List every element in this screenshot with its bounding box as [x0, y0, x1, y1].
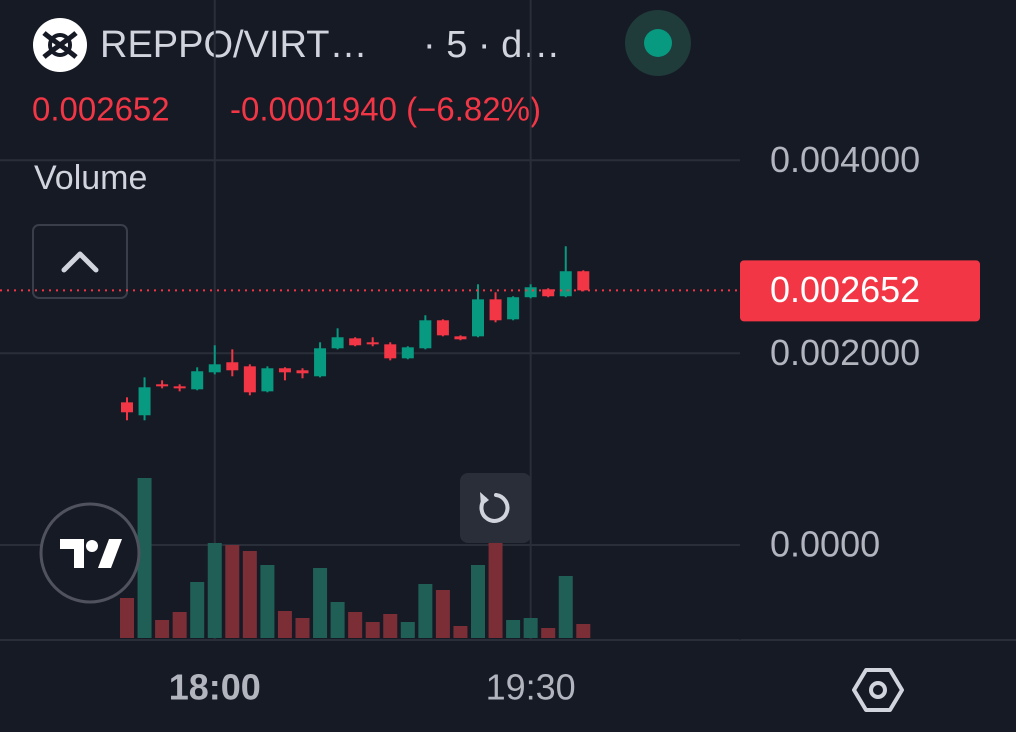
volume-bar: [558, 576, 573, 638]
candle-body: [507, 297, 520, 320]
candle-body: [121, 402, 133, 413]
volume-bar: [471, 565, 485, 638]
volume-bar: [400, 622, 415, 638]
candle-body: [278, 368, 291, 373]
volume-bar: [453, 626, 468, 638]
volume-bar: [295, 618, 310, 638]
y-tick-label: 0.002000: [770, 332, 920, 373]
volume-bar: [365, 622, 380, 638]
candle-body: [577, 271, 590, 291]
tradingview-logo[interactable]: [39, 502, 141, 604]
interval[interactable]: · 5 · d…: [423, 24, 560, 66]
candle-body: [454, 336, 467, 340]
candle-body: [524, 287, 537, 298]
volume-bar: [120, 598, 134, 638]
volume-bar: [523, 618, 538, 638]
candle-body: [156, 384, 169, 387]
candle-body: [349, 338, 362, 346]
volume-tick-label: 0.0000: [770, 524, 880, 565]
last-price-label: 0.002652: [770, 269, 920, 310]
volume-bar: [330, 602, 345, 638]
symbol[interactable]: REPPO/VIRT…: [100, 24, 367, 66]
candle-body: [384, 344, 397, 359]
status-dot: [644, 29, 672, 57]
price-change: -0.0001940 (−6.82%): [230, 91, 541, 128]
plot: 0.004000 0.002000 0.0000 18:00 19:30: [0, 0, 920, 708]
volume-bar: [435, 590, 450, 638]
candle-body: [173, 386, 186, 389]
candle-body: [542, 289, 555, 297]
volume-bar: [348, 612, 363, 638]
volume-bar: [277, 611, 292, 638]
volume-bar: [506, 620, 521, 638]
volume-bar: [172, 612, 187, 638]
candle-body: [331, 337, 344, 349]
volume-legend: Volume: [34, 159, 147, 197]
last-price: 0.002652: [32, 91, 170, 128]
last-price-badge: [740, 260, 980, 322]
candle-body: [138, 387, 151, 416]
volume-bar: [225, 545, 240, 638]
candle-body: [419, 320, 432, 349]
volume-bar: [137, 478, 152, 638]
candle-body: [472, 299, 484, 337]
volume-bar: [488, 543, 503, 638]
volume-bar: [383, 614, 398, 638]
volume-bar: [313, 568, 328, 638]
volume-bar: [242, 551, 257, 638]
candle-body: [436, 320, 449, 336]
y-tick-label: 0.004000: [770, 139, 920, 180]
x-tick-label: 19:30: [486, 667, 576, 708]
candle-body: [208, 364, 221, 373]
x-tick-label: 18:00: [169, 667, 261, 708]
volume-bar: [576, 624, 591, 638]
volume-bar: [260, 565, 275, 638]
settings-button[interactable]: [852, 668, 904, 712]
volume-bar: [207, 543, 222, 638]
volume-bar: [155, 620, 170, 638]
candle-body: [401, 347, 414, 359]
collapse-button[interactable]: [32, 224, 128, 299]
candle-body: [191, 371, 204, 390]
symbol-logo[interactable]: [33, 18, 87, 72]
candle-body: [314, 348, 327, 377]
candle-body: [243, 366, 256, 393]
candle-body: [559, 271, 572, 297]
reset-button[interactable]: [460, 473, 531, 543]
volume-bar: [541, 628, 556, 638]
volume-bar: [418, 584, 433, 638]
candle-body: [489, 299, 502, 321]
candle-body: [226, 362, 239, 371]
volume-bar: [190, 582, 205, 638]
candle-body: [296, 370, 309, 374]
candle-body: [366, 342, 379, 345]
candle-body: [261, 368, 274, 392]
